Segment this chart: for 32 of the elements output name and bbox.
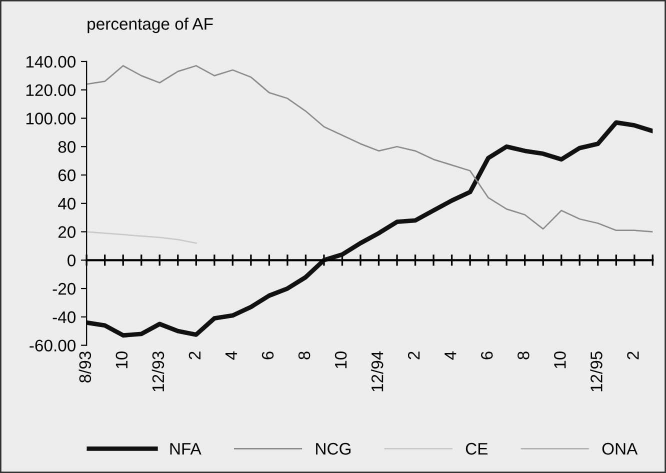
legend-label: NFA [170, 443, 202, 455]
y-axis-title: percentage of AF [88, 18, 213, 34]
x-tick-label: 12/93 [152, 352, 164, 392]
legend-label: ONA [602, 442, 638, 455]
x-tick-label: 2 [627, 352, 639, 360]
x-tick-label: 10 [554, 351, 566, 368]
x-tick-label: 12/94 [370, 351, 384, 392]
y-tick-label: -60.00 [30, 340, 76, 352]
y-tick-label: 60 [58, 169, 76, 182]
x-tick-label: 10 [334, 351, 347, 368]
x-tick-label: 6 [481, 352, 493, 360]
y-tick-label: 20 [58, 226, 76, 238]
legend-label: CE [466, 442, 488, 455]
x-tick-label: 10 [116, 351, 128, 368]
x-tick-label: 4 [444, 351, 456, 360]
x-tick-label: 8/93 [78, 352, 92, 383]
y-tick-label: -20 [52, 282, 76, 295]
y-tick-label: 0 [68, 254, 76, 266]
x-tick-label: 2 [408, 352, 420, 360]
x-tick-label: 12/95 [590, 352, 602, 392]
x-tick-label: 8 [298, 352, 310, 360]
legend-label: NCG [316, 442, 350, 455]
x-tick-label: 6 [262, 352, 274, 360]
y-tick-label: -40 [52, 311, 76, 324]
y-tick-label: 120.00 [26, 84, 76, 96]
y-tick-label: 80 [58, 141, 76, 153]
x-tick-label: 4 [226, 351, 237, 360]
x-tick-label: 2 [188, 352, 200, 360]
x-tick-label: 8 [518, 352, 530, 360]
y-tick-label: 100.00 [26, 112, 76, 124]
y-tick-label: 140.00 [26, 56, 76, 68]
y-tick-label: 40 [58, 198, 76, 210]
